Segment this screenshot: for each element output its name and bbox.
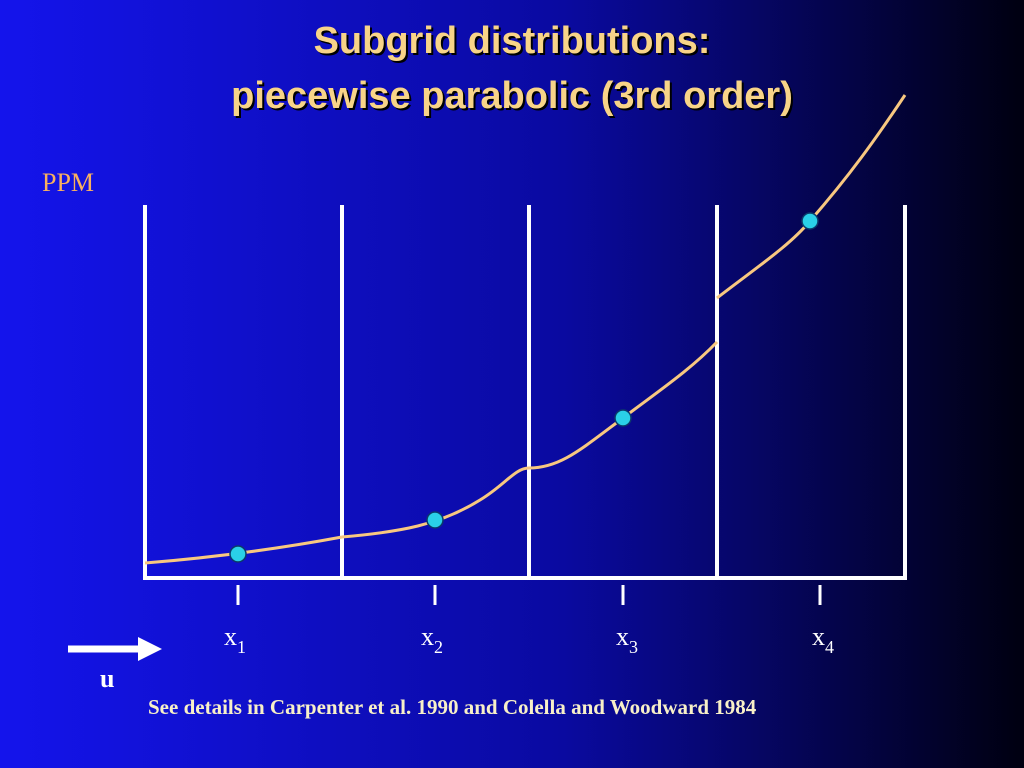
cell-centers — [229, 212, 819, 563]
subscript: 2 — [434, 637, 443, 657]
subscript: 4 — [825, 637, 834, 657]
footnote: See details in Carpenter et al. 1990 and… — [148, 695, 757, 719]
point-label: x4 — [812, 622, 834, 657]
title-shadow: Subgrid distributions: — [316, 22, 713, 64]
point — [614, 409, 632, 427]
title-shadow: piecewise parabolic (3rd order) — [233, 77, 795, 119]
flow-arrow — [68, 637, 162, 661]
label: x — [421, 622, 434, 651]
label: x — [812, 622, 825, 651]
title: Subgrid distributions: — [314, 20, 711, 62]
point-label: x2 — [421, 622, 443, 657]
subscript: 1 — [237, 637, 246, 657]
point — [229, 545, 247, 563]
point-label: x1 — [224, 622, 246, 657]
label: x — [224, 622, 237, 651]
parabola — [341, 466, 530, 539]
point-labels: x1 x2 x3 x4 — [224, 622, 834, 657]
flow-label: u — [100, 664, 114, 693]
grid-cells — [143, 205, 907, 605]
arrow-head — [138, 637, 162, 661]
point — [801, 212, 819, 230]
point — [426, 511, 444, 529]
label: x — [616, 622, 629, 651]
point-label: x3 — [616, 622, 638, 657]
subscript: 3 — [629, 637, 638, 657]
method-label: PPM — [42, 168, 94, 197]
title: piecewise parabolic (3rd order) — [231, 75, 793, 117]
